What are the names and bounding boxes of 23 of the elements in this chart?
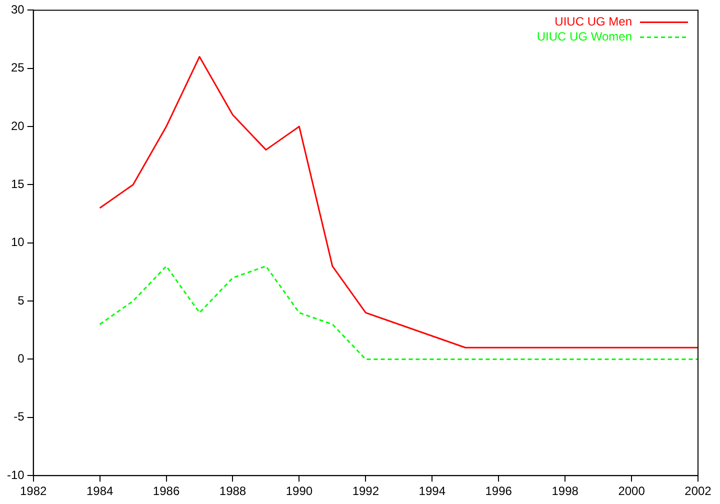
y-tick-label: 30 <box>10 2 25 17</box>
line-series <box>99 265 698 360</box>
x-tick-label: 1992 <box>352 484 380 498</box>
x-tick-label: 1986 <box>152 484 180 498</box>
y-tick-label: -10 <box>7 468 25 482</box>
y-tick-label: 0 <box>18 352 25 366</box>
legend-label: UIUC UG Women <box>536 30 632 44</box>
x-tick-label: 1982 <box>20 484 48 498</box>
y-tick-label: 5 <box>18 293 25 308</box>
y-tick-label: 20 <box>10 118 25 133</box>
x-tick-label: 1988 <box>219 484 246 498</box>
x-tick-label: 1998 <box>552 484 579 498</box>
x-tick-label: 1990 <box>286 484 313 498</box>
x-tick-label: 1994 <box>418 484 446 498</box>
y-tick-label: 15 <box>10 177 25 192</box>
legend-label: UIUC UG Men <box>554 14 632 29</box>
x-tick-label: 2000 <box>618 484 646 498</box>
y-tick-label: 25 <box>10 60 25 75</box>
x-tick-label: 1984 <box>86 484 114 498</box>
x-tick-label: 2002 <box>684 484 712 498</box>
y-tick-label: 10 <box>10 235 25 250</box>
x-tick-label: 1996 <box>485 484 512 498</box>
y-tick-label: -5 <box>14 410 25 424</box>
